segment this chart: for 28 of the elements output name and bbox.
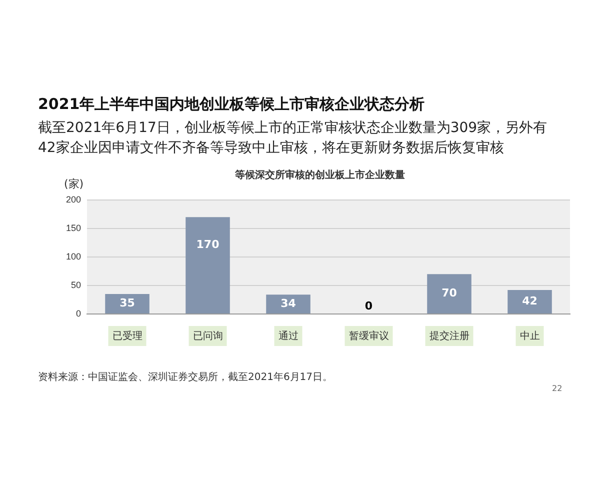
bar (508, 290, 552, 314)
x-tick-label: 已受理 (112, 330, 142, 342)
text: 22 (552, 384, 562, 393)
data-label: 70 (442, 286, 458, 300)
x-tick-label: 暂缓审议 (348, 330, 389, 342)
x-tick-label: 提交注册 (429, 330, 470, 342)
y-tick-label: 150 (66, 222, 82, 233)
chart-subtitle: 截至2021年6月17日，创业板等候上市的正常审核状态企业数量为309家，另外有42家企业因申请文件不齐备等导致中止审核，将在更新财务数据后恢复审核 (38, 119, 548, 158)
y-tick-label: 50 (71, 280, 82, 290)
y-tick-label: 100 (66, 251, 82, 262)
y-tick-label: 0 (76, 308, 82, 318)
chart-title: 2021年上半年中国内地创业板等候上市审核企业状态分析 (38, 95, 425, 114)
x-tick-label: 中止 (520, 330, 540, 342)
data-label: 42 (522, 294, 538, 308)
data-label: 35 (120, 296, 135, 310)
bar (105, 294, 150, 314)
x-tick-label: 通过 (278, 330, 298, 342)
y-axis-title: (家) (64, 177, 84, 190)
text: 资料来源：中国证监会、深圳证券交易所，截至2021年6月17日。 (38, 370, 333, 384)
text: 等候深交所审核的创业板上市企业数量 (235, 170, 405, 181)
data-label: 170 (196, 238, 220, 251)
y-tick-label: 200 (66, 194, 82, 204)
bar (186, 217, 230, 314)
data-label: 0 (364, 299, 373, 312)
bar (266, 294, 310, 314)
x-tick-label: 已问询 (192, 330, 223, 342)
data-label: 34 (280, 296, 296, 310)
bar (427, 274, 472, 314)
